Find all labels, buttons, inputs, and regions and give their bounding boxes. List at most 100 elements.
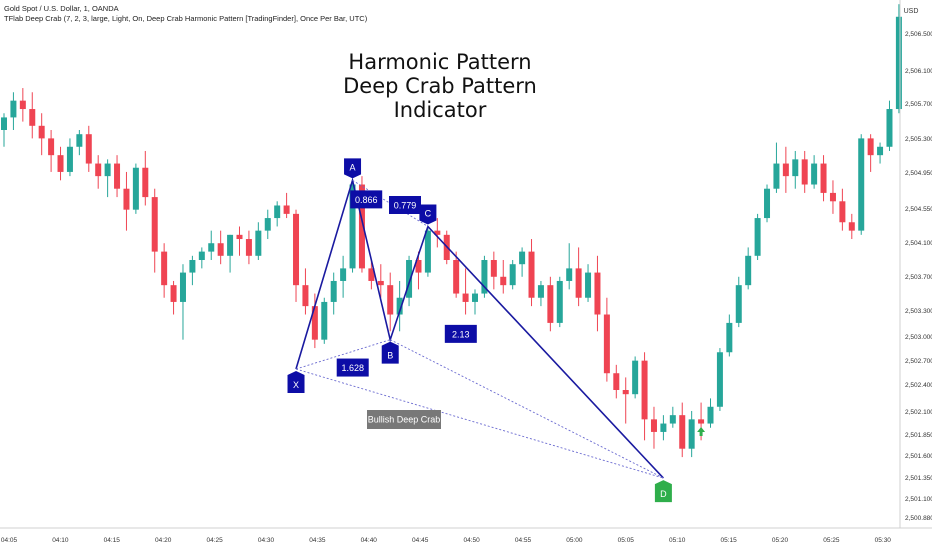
candle-body: [453, 260, 460, 294]
candle-body: [641, 360, 648, 420]
candle-body: [302, 285, 309, 307]
y-tick-label: 2,502.400: [905, 382, 932, 389]
candle: [509, 260, 516, 290]
candle-body: [387, 285, 394, 315]
candle: [613, 364, 620, 399]
point-label: A: [350, 162, 356, 172]
candle-body: [245, 239, 252, 256]
candle-body: [537, 285, 544, 298]
candle-body: [217, 243, 224, 256]
candle: [48, 130, 55, 172]
candle-body: [396, 297, 403, 315]
candle-body: [895, 16, 902, 110]
candle: [820, 155, 827, 202]
candle-body: [726, 322, 733, 353]
candle: [566, 243, 573, 290]
candle-body: [481, 260, 488, 294]
candle: [735, 276, 742, 328]
pattern-legs: [295, 177, 664, 479]
candle: [575, 247, 582, 307]
candle: [792, 150, 799, 189]
candle-body: [161, 251, 168, 286]
candle-body: [716, 352, 723, 407]
candle-body: [848, 222, 855, 231]
candle: [585, 264, 592, 302]
point-label: B: [387, 351, 393, 361]
point-marker: [654, 480, 672, 503]
candle-body: [669, 415, 676, 424]
ratio-label: 2.13: [452, 329, 470, 339]
candle-body: [650, 419, 657, 432]
candle: [556, 276, 563, 328]
candle-body: [95, 163, 102, 177]
candle: [76, 130, 83, 156]
candle: [227, 234, 234, 273]
candle-body: [839, 201, 846, 223]
candle: [745, 247, 752, 290]
candle-body: [829, 192, 836, 202]
candle: [29, 92, 36, 139]
candle: [660, 415, 667, 441]
ratio-label: 0.779: [394, 201, 417, 211]
candle-body: [500, 276, 507, 286]
y-tick-label: 2,506.500: [905, 31, 932, 38]
candle: [434, 218, 441, 248]
candle: [764, 184, 771, 223]
x-tick-label: 05:05: [618, 537, 635, 544]
candle-body: [811, 163, 818, 185]
candle: [829, 180, 836, 214]
candle: [123, 171, 130, 231]
candle-body: [472, 293, 478, 302]
candle: [340, 255, 347, 298]
x-tick-label: 05:00: [566, 537, 583, 544]
x-tick-label: 04:10: [52, 537, 69, 544]
candle: [632, 356, 639, 399]
candle-body: [198, 251, 205, 260]
candle-body: [801, 159, 808, 185]
candle-body: [38, 125, 45, 139]
candle-body: [311, 306, 318, 340]
candle: [490, 251, 497, 290]
candle-body: [57, 155, 64, 172]
symbol-line: Gold Spot / U.S. Dollar, 1, OANDA: [4, 4, 119, 13]
x-tick-label: 04:55: [515, 537, 532, 544]
candle: [603, 297, 610, 382]
y-tick-label: 2,501.600: [905, 453, 932, 460]
candle-body: [208, 243, 215, 252]
candle: [104, 159, 111, 198]
candle-body: [688, 419, 695, 449]
candle: [877, 142, 884, 164]
candle: [208, 230, 215, 260]
ratio-box: [389, 196, 421, 214]
candle: [867, 134, 874, 172]
candle: [396, 280, 403, 332]
candle-body: [19, 100, 26, 110]
candle: [198, 247, 205, 269]
candle: [688, 410, 695, 458]
x-tick-label: 04:30: [258, 537, 275, 544]
candle: [594, 255, 601, 332]
candle: [811, 155, 818, 189]
candle-body: [603, 314, 610, 374]
point-label: X: [293, 380, 299, 390]
candle-body: [123, 188, 130, 210]
candle-body: [679, 415, 686, 449]
x-tick-label: 04:35: [309, 537, 326, 544]
x-tick-label: 05:15: [720, 537, 737, 544]
candle-body: [632, 360, 639, 395]
candle-body: [132, 167, 139, 210]
candle-body: [519, 251, 526, 265]
candle-body: [293, 213, 300, 286]
candle: [19, 88, 26, 122]
candle-body: [368, 268, 375, 281]
candle-body: [255, 230, 262, 256]
y-tick-label: 2,505.700: [905, 101, 932, 108]
x-tick-label: 05:25: [823, 537, 840, 544]
candle: [481, 255, 488, 298]
candle-body: [85, 134, 92, 164]
point-marker: [287, 371, 305, 394]
candle-body: [462, 293, 469, 302]
y-tick-label: 2,503.700: [905, 274, 932, 281]
candle: [57, 146, 64, 181]
